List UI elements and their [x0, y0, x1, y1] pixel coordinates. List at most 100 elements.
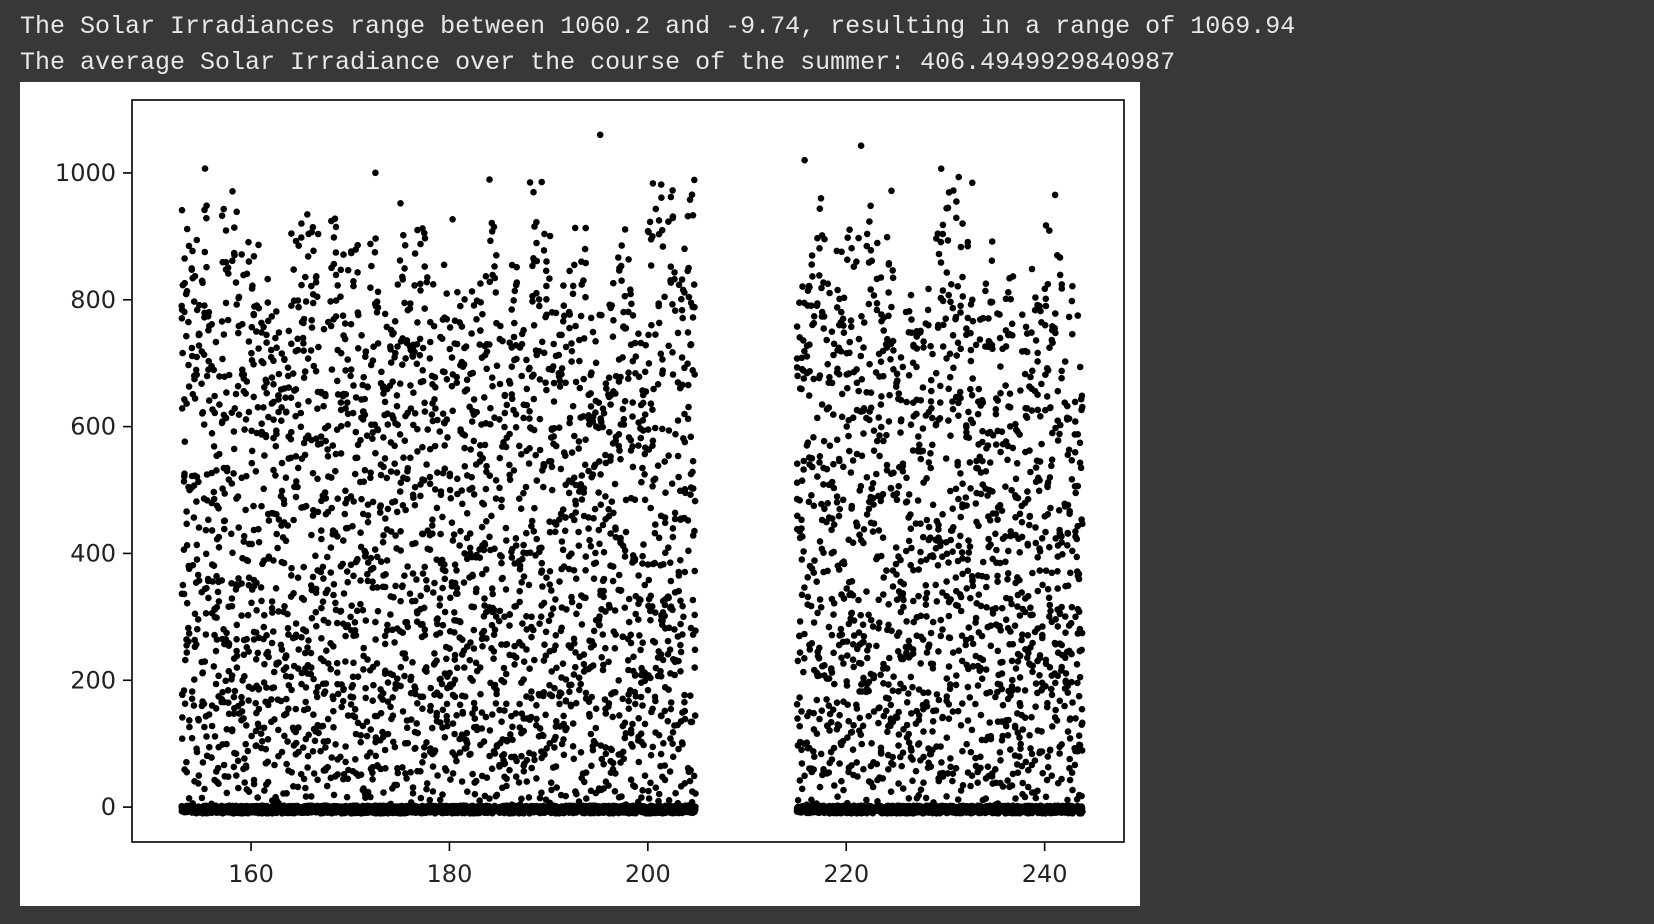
data-point	[436, 595, 444, 602]
data-point	[430, 749, 438, 756]
output-line-range: The Solar Irradiances range between 1060…	[20, 12, 1296, 41]
data-point	[684, 360, 691, 368]
data-point	[486, 176, 493, 183]
data-point	[471, 790, 479, 798]
data-point	[277, 492, 285, 500]
data-point	[672, 430, 679, 438]
data-point	[180, 590, 188, 598]
data-point	[238, 693, 245, 701]
data-point	[479, 499, 486, 507]
data-point	[685, 264, 692, 272]
data-point	[300, 347, 308, 355]
data-point	[636, 632, 643, 639]
data-point	[686, 196, 694, 203]
data-point	[638, 664, 645, 672]
data-point	[423, 584, 431, 592]
data-point	[669, 740, 676, 747]
data-point	[319, 598, 327, 605]
data-point	[543, 386, 550, 394]
data-point	[610, 317, 617, 324]
data-point	[199, 810, 206, 817]
data-point	[317, 433, 325, 440]
data-point	[568, 593, 575, 601]
data-point	[669, 214, 676, 222]
data-point	[426, 355, 434, 362]
data-point	[553, 718, 560, 725]
data-point	[492, 700, 500, 707]
data-point	[582, 689, 590, 697]
data-point	[469, 710, 476, 717]
data-point	[294, 574, 302, 581]
data-point	[520, 658, 528, 665]
data-point	[248, 357, 256, 364]
data-point	[354, 719, 362, 727]
data-point	[248, 323, 256, 331]
data-point	[275, 726, 282, 734]
data-point	[223, 389, 230, 396]
data-point	[659, 243, 667, 250]
data-point	[518, 752, 525, 760]
data-point	[253, 742, 260, 749]
data-point	[308, 793, 315, 800]
data-point	[616, 447, 623, 454]
data-point	[275, 516, 283, 523]
data-point	[540, 483, 547, 491]
data-point	[239, 320, 246, 328]
data-point	[397, 597, 404, 605]
data-point	[302, 735, 310, 743]
data-point	[243, 644, 251, 651]
data-point	[647, 236, 655, 243]
data-point	[371, 249, 379, 256]
data-point	[520, 541, 527, 549]
data-point	[330, 581, 338, 588]
data-point	[541, 641, 548, 648]
data-point	[387, 359, 395, 366]
data-point	[304, 355, 312, 362]
data-point	[520, 489, 527, 497]
data-point	[516, 562, 524, 569]
data-point	[367, 284, 374, 291]
data-point	[292, 412, 299, 420]
data-point	[202, 610, 210, 617]
data-point	[611, 645, 619, 652]
data-point	[477, 690, 484, 698]
data-point	[254, 649, 262, 657]
data-point	[362, 353, 369, 361]
data-point	[409, 784, 417, 791]
data-point	[381, 398, 389, 406]
data-point	[558, 365, 566, 372]
data-point	[230, 763, 238, 771]
data-point	[611, 788, 619, 795]
data-point	[357, 436, 364, 444]
data-point	[427, 338, 434, 346]
data-point	[264, 778, 272, 786]
data-point	[413, 341, 421, 348]
data-point	[678, 295, 685, 303]
data-point	[579, 413, 587, 420]
data-point	[506, 430, 513, 438]
data-point	[377, 709, 385, 717]
data-point	[203, 263, 210, 271]
data-point	[675, 745, 682, 753]
data-point	[448, 519, 456, 526]
data-point	[609, 333, 617, 340]
data-point	[637, 401, 645, 409]
data-point	[637, 646, 644, 654]
data-point	[548, 587, 555, 594]
data-point	[263, 339, 270, 346]
data-point	[371, 546, 379, 553]
data-point	[652, 205, 660, 213]
data-point	[208, 527, 216, 534]
data-point	[528, 373, 536, 380]
data-point	[297, 423, 305, 431]
data-point	[526, 415, 533, 422]
data-point	[664, 717, 672, 725]
data-point	[367, 240, 374, 248]
data-point	[650, 385, 657, 393]
data-point	[243, 270, 251, 278]
data-point	[380, 434, 387, 441]
data-point	[360, 666, 367, 673]
data-point	[572, 378, 580, 386]
data-point	[481, 539, 488, 547]
data-point	[260, 404, 267, 411]
